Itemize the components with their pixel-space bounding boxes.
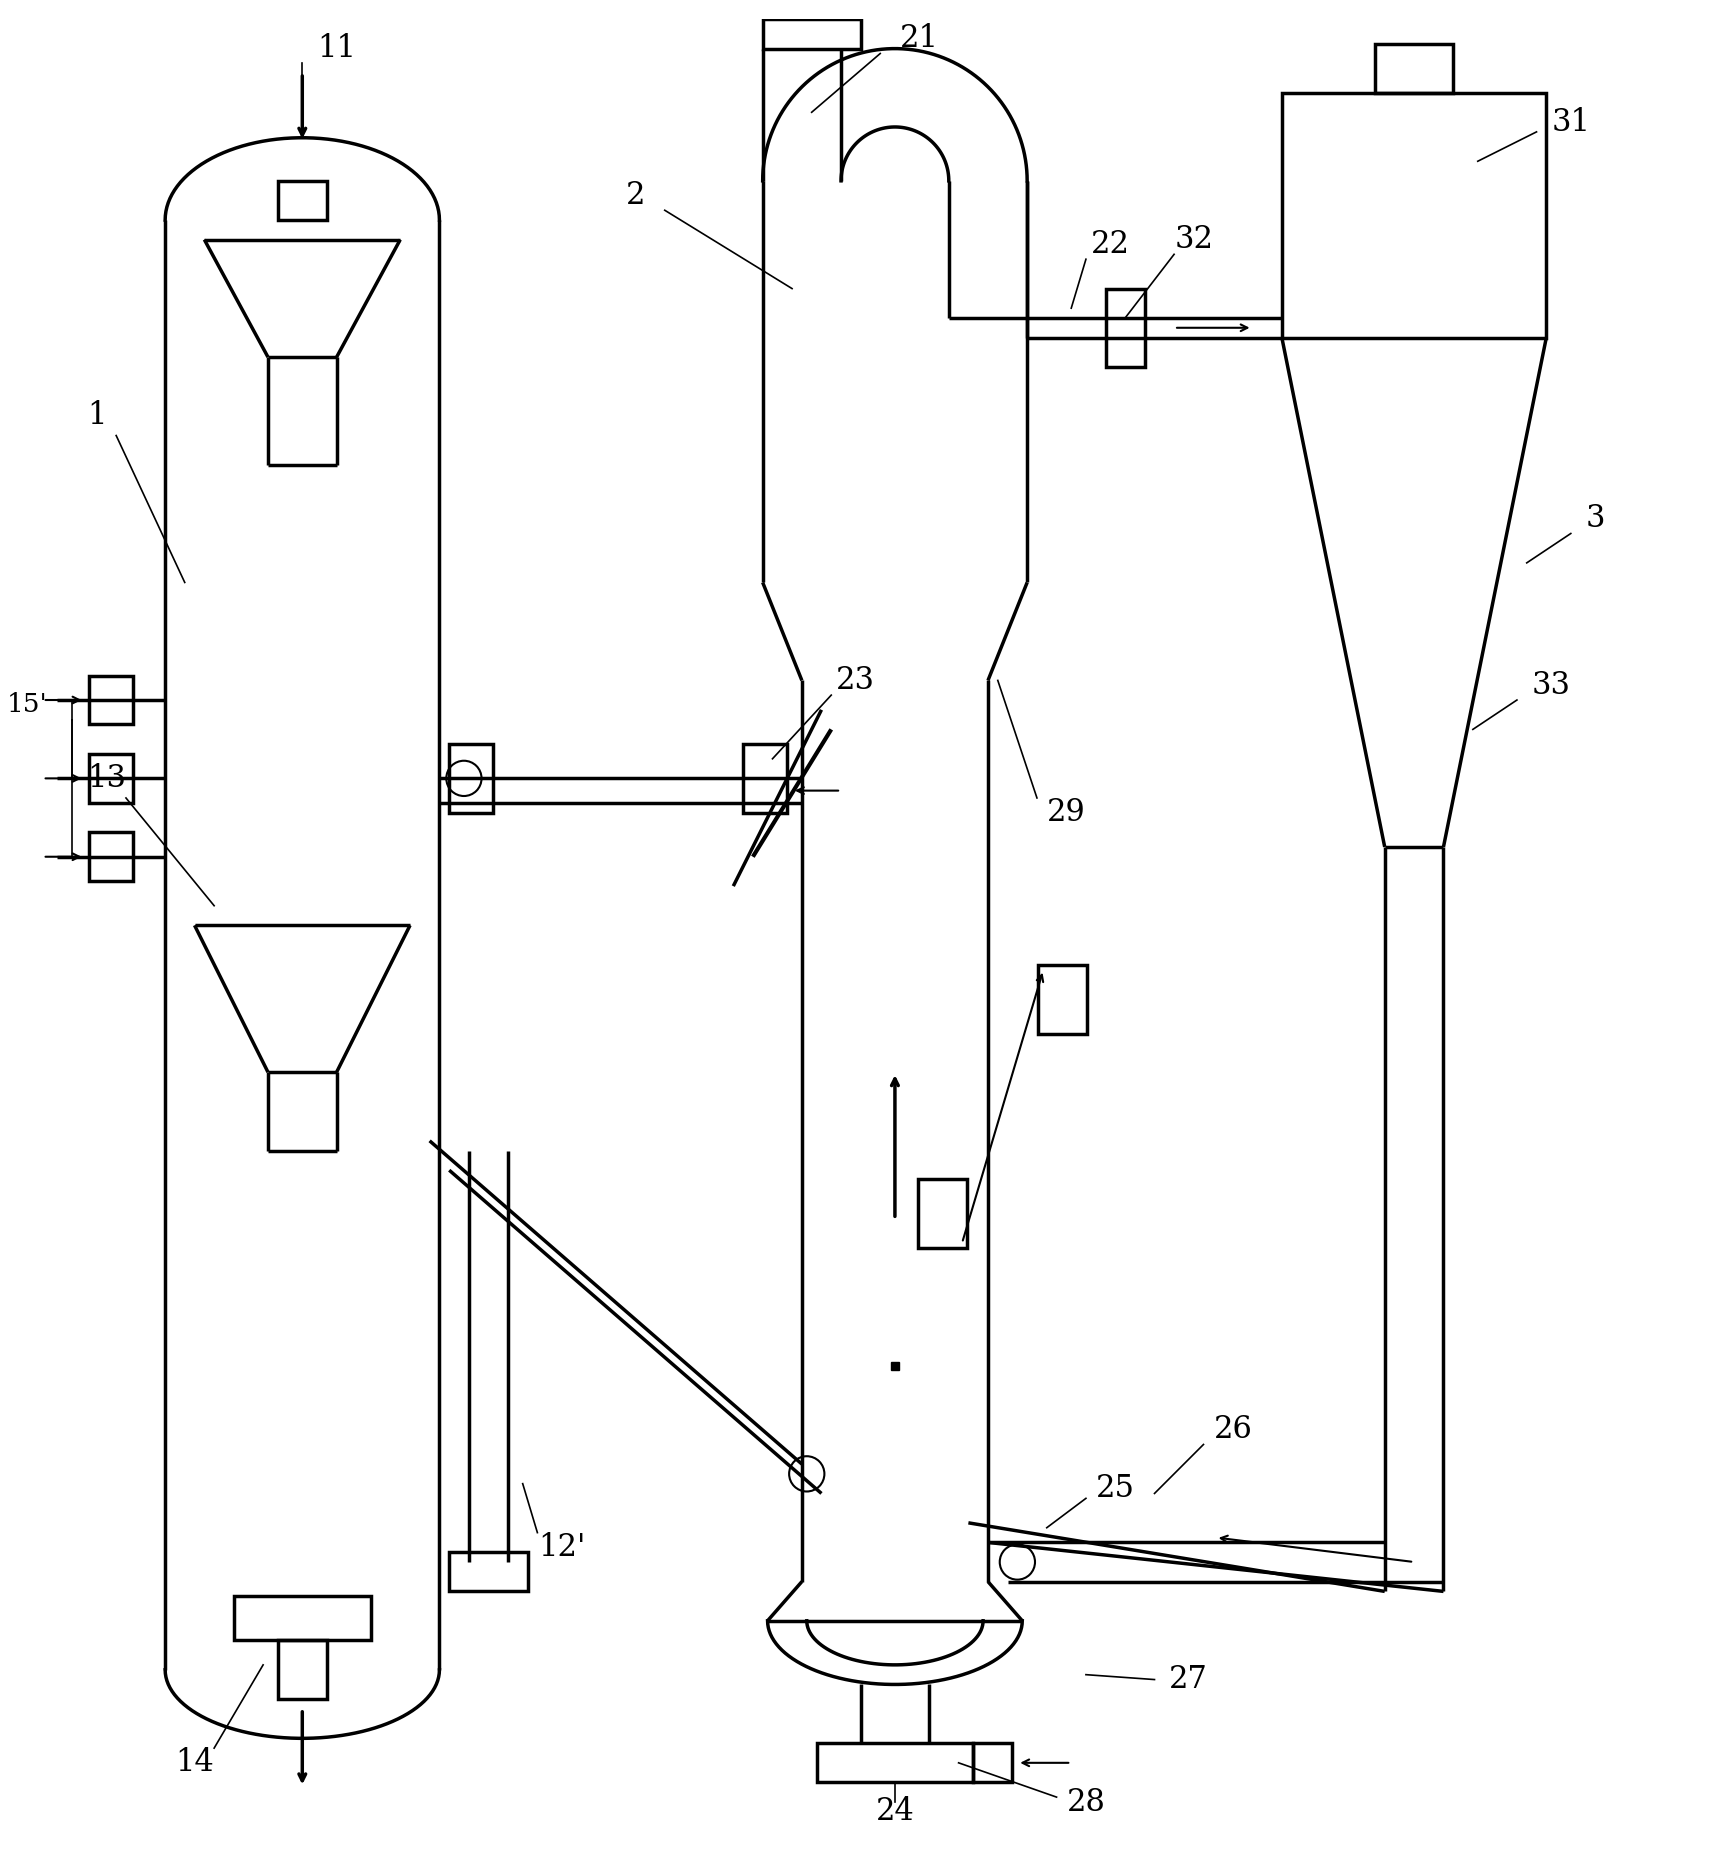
Bar bbox=[973, 1744, 1012, 1783]
Text: 22: 22 bbox=[1091, 229, 1130, 261]
Text: 1: 1 bbox=[87, 401, 106, 431]
Bar bbox=[763, 19, 860, 49]
Text: 2: 2 bbox=[626, 180, 645, 212]
Text: 27: 27 bbox=[1170, 1663, 1209, 1695]
Bar bbox=[918, 1179, 966, 1249]
Text: 13: 13 bbox=[87, 763, 127, 793]
Bar bbox=[277, 1641, 327, 1699]
Text: 28: 28 bbox=[1067, 1787, 1105, 1817]
Bar bbox=[1106, 289, 1144, 368]
Text: 31: 31 bbox=[1551, 107, 1590, 137]
Text: 33: 33 bbox=[1532, 669, 1571, 701]
Bar bbox=[1038, 966, 1088, 1033]
Text: 11: 11 bbox=[316, 34, 356, 64]
Bar bbox=[1375, 43, 1454, 92]
Text: 15': 15' bbox=[7, 692, 48, 718]
Bar bbox=[450, 1552, 528, 1592]
Text: 25: 25 bbox=[1096, 1474, 1135, 1504]
Text: 26: 26 bbox=[1214, 1414, 1252, 1446]
Bar bbox=[450, 744, 492, 812]
Text: 21: 21 bbox=[899, 22, 939, 54]
Text: 3: 3 bbox=[1585, 503, 1606, 534]
Text: 32: 32 bbox=[1175, 225, 1212, 255]
Bar bbox=[89, 675, 133, 724]
Text: 14: 14 bbox=[174, 1748, 214, 1777]
Bar bbox=[89, 832, 133, 881]
Text: 29: 29 bbox=[1047, 797, 1086, 829]
Text: 24: 24 bbox=[876, 1796, 915, 1828]
Bar bbox=[234, 1596, 371, 1641]
Text: 23: 23 bbox=[836, 666, 876, 696]
Bar bbox=[817, 1744, 973, 1783]
Bar bbox=[277, 180, 327, 219]
Bar bbox=[1282, 92, 1546, 338]
Bar bbox=[89, 754, 133, 802]
Text: 12': 12' bbox=[539, 1532, 585, 1564]
Bar bbox=[744, 744, 787, 812]
